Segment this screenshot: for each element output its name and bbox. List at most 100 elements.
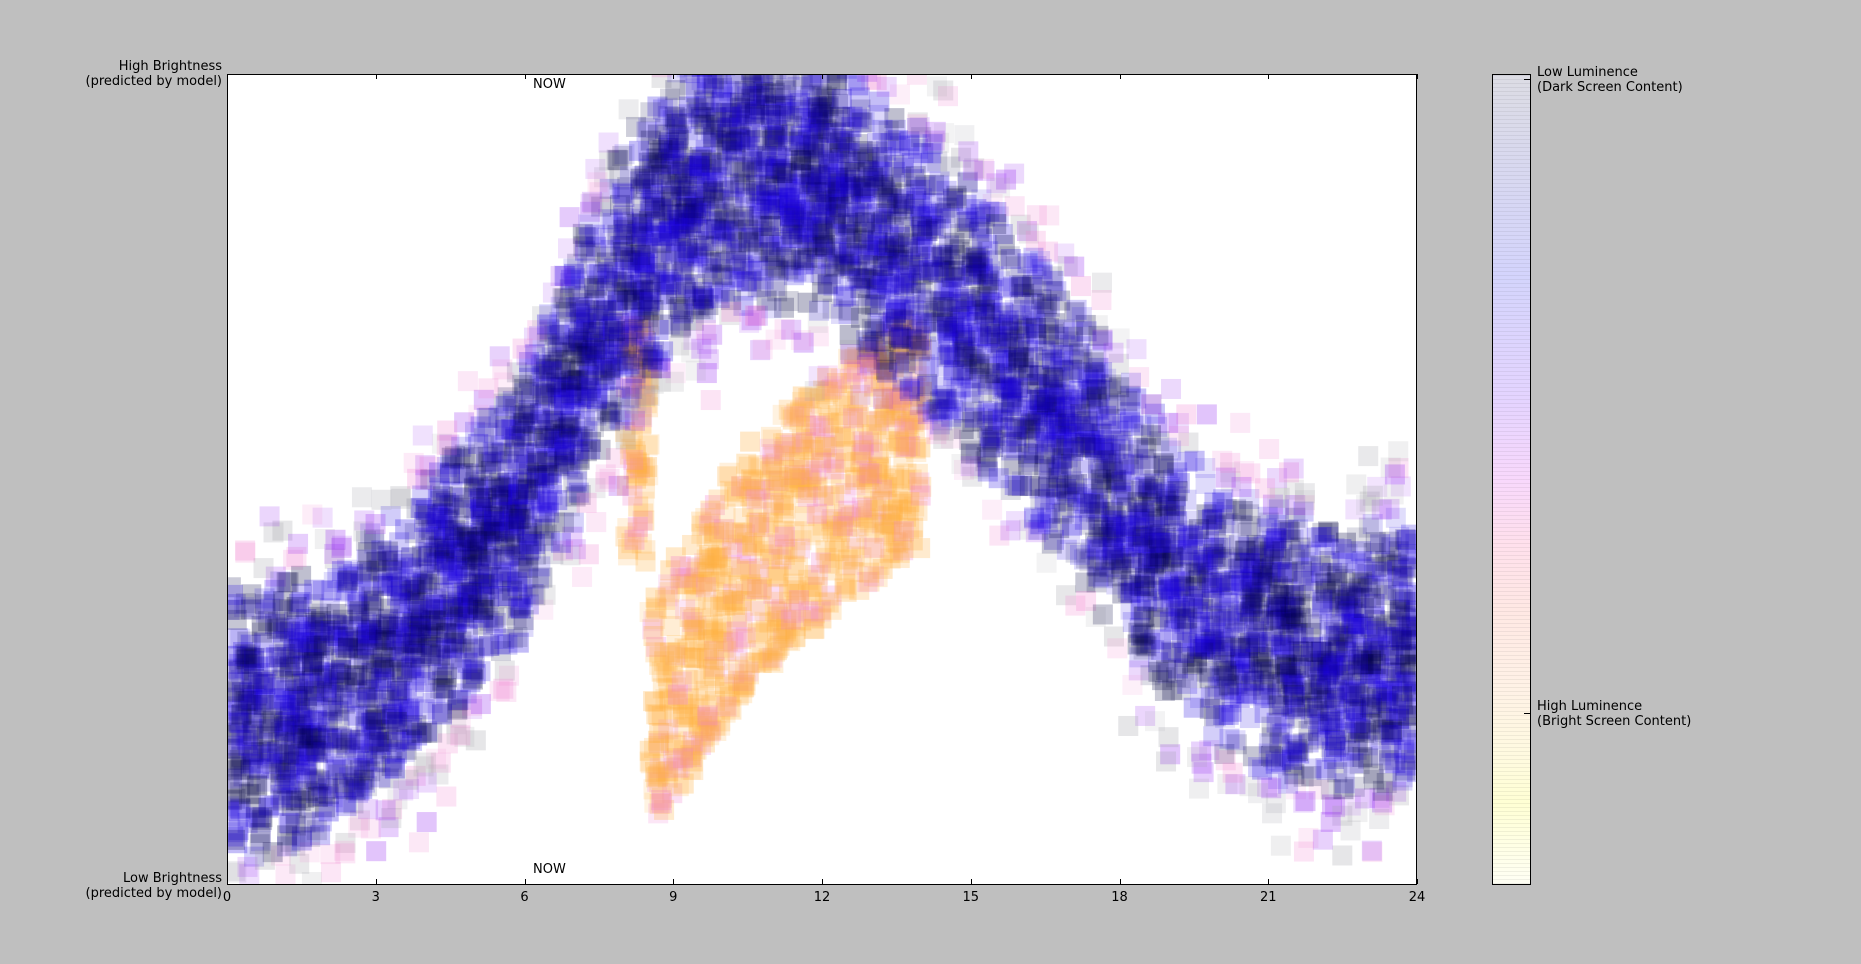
heat-cell [757,650,778,671]
heat-cell [760,470,781,491]
heat-cell [846,529,867,550]
heat-cell [751,622,772,643]
heat-cell [716,529,737,550]
heat-cell [705,715,726,736]
heat-cell [647,730,668,751]
heat-cell [886,407,907,428]
heat-cell [859,571,880,592]
heat-cell [883,357,904,378]
heat-cell [897,335,918,356]
heat-cell [800,479,821,500]
heat-cell [808,564,829,585]
heat-cell [723,594,744,615]
heat-cell [888,490,909,511]
heat-cell [862,358,883,379]
heat-cell [658,678,679,699]
heat-cell [839,339,860,360]
heat-cell [620,315,641,336]
heat-cell [1070,276,1091,297]
heat-cell [775,498,796,519]
heat-cell [794,506,815,527]
heat-cell [885,393,906,414]
heat-cell [637,349,658,370]
heat-cell [684,572,705,593]
heat-cell [875,404,896,425]
heat-cell [869,458,890,479]
heat-cell [790,472,811,493]
heat-cell [847,391,868,412]
heat-cell [719,682,740,703]
heat-cell [814,591,835,612]
heat-cell [731,611,752,632]
heat-cell [625,332,646,353]
heat-cell [651,793,672,814]
heat-cell [745,514,766,535]
heat-cell [395,519,416,540]
heat-cell [844,545,865,566]
heat-cell [1065,595,1086,616]
heat-cell [711,621,732,642]
heat-cell [272,669,293,690]
heat-cell [728,685,749,706]
heat-cell [702,618,723,639]
heat-cell [785,626,806,647]
heat-cell [849,579,870,600]
heat-cell [1161,378,1182,399]
heat-cell [907,500,928,521]
heat-cell [649,654,670,675]
heat-cell [786,580,807,601]
heat-cell [631,395,652,416]
heat-cell [810,393,831,414]
heat-cell [631,533,652,554]
heat-cell [673,693,694,714]
heat-cell [885,531,906,552]
heat-cell [831,303,852,324]
heat-cell [679,606,700,627]
heat-cell [1000,520,1021,541]
heat-cell [872,558,893,579]
heat-cell [732,683,753,704]
heat-cell [771,549,792,570]
heat-cell [634,330,655,351]
heat-cell [906,442,927,463]
heat-cell [903,517,924,538]
heat-cell [906,320,927,341]
heat-cell [788,557,809,578]
heat-cell [715,674,736,695]
heat-cell [803,75,824,88]
heat-cell [690,707,711,728]
heat-cell [736,543,757,564]
heat-cell [708,489,729,510]
heat-cell [871,513,892,534]
heat-cell [788,590,809,611]
heat-cell [457,371,478,392]
heat-cell [888,431,909,452]
heat-cell [745,652,766,673]
heat-cell [899,518,920,539]
heat-cell [408,832,429,853]
heat-cell [835,483,856,504]
heat-cell [795,415,816,436]
heat-cell [655,589,676,610]
heat-cell [888,428,909,449]
heat-cell [882,503,903,524]
heat-cell [845,475,866,496]
heat-cell [804,428,825,449]
heat-cell [780,609,801,630]
heat-cell [770,619,791,640]
heat-cell [653,722,674,743]
heat-cell [731,629,752,650]
heat-cell [646,636,667,657]
heat-cell [888,342,909,363]
heat-cell [667,684,688,705]
heat-cell [625,375,646,396]
heat-cell [685,631,706,652]
heat-cell [902,395,923,416]
heat-cell [852,503,873,524]
heat-cell [875,329,896,350]
heat-cell [685,360,706,381]
heat-cell [728,575,749,596]
heat-cell [883,469,904,490]
heat-cell [715,695,736,716]
heat-cell [758,648,779,669]
